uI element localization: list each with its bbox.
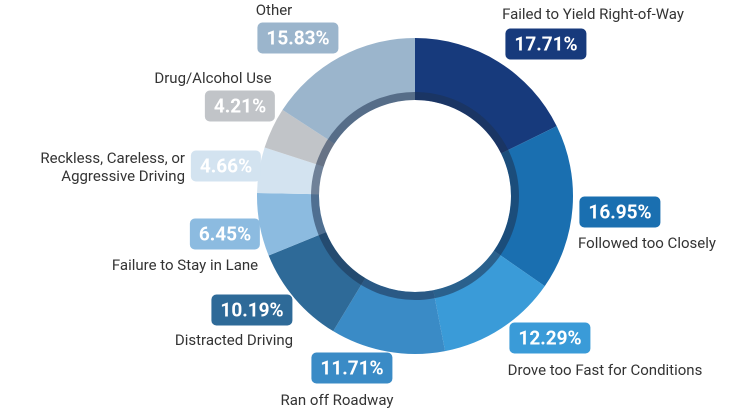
category-label: Drove too Fast for Conditions xyxy=(507,361,703,379)
category-label: Followed too Closely xyxy=(578,234,716,252)
value-label: 11.71% xyxy=(311,352,393,384)
slice xyxy=(257,193,327,256)
value-label: 12.29% xyxy=(509,322,591,354)
slice xyxy=(433,250,545,352)
value-label: 16.95% xyxy=(579,196,661,228)
slice xyxy=(264,109,335,167)
value-label: 17.71% xyxy=(505,28,587,60)
value-label: 4.66% xyxy=(190,150,262,182)
inner-ring xyxy=(311,92,519,300)
category-label: Reckless, Careless, or Aggressive Drivin… xyxy=(40,149,185,185)
value-label: 10.19% xyxy=(211,294,293,326)
slice xyxy=(282,38,415,144)
slice xyxy=(415,38,557,154)
slice xyxy=(268,232,366,332)
value-label: 6.45% xyxy=(189,218,261,250)
category-label: Other xyxy=(255,1,293,19)
value-label: 15.83% xyxy=(257,22,339,54)
value-label: 4.21% xyxy=(204,90,276,122)
category-label: Drug/Alcohol Use xyxy=(154,69,272,87)
category-label: Ran off Roadway xyxy=(280,391,394,409)
slice xyxy=(257,147,324,195)
category-label: Failure to Stay in Lane xyxy=(111,256,259,274)
category-label: Failed to Yield Right-of-Way xyxy=(502,5,684,23)
category-label: Distracted Driving xyxy=(174,331,294,349)
